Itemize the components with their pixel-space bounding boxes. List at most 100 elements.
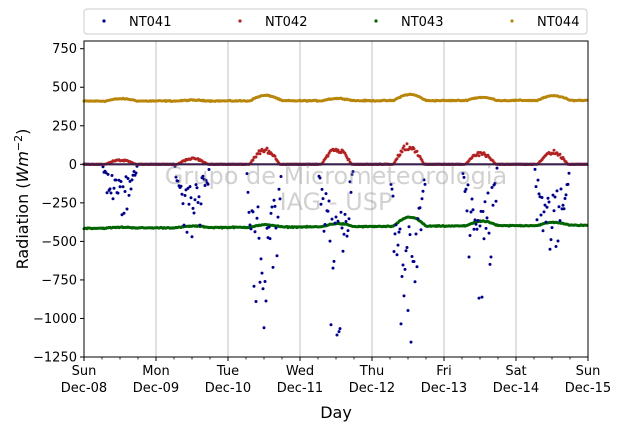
point-nt041 [402,294,406,298]
y-tick-label: −750 [41,273,77,288]
point-nt041 [176,179,180,183]
point-nt041 [548,247,552,251]
point-nt041 [110,174,114,177]
point-nt041 [465,209,469,213]
point-nt041 [421,189,425,193]
point-nt041 [563,197,567,200]
point-nt041 [262,326,266,330]
point-nt041 [331,266,335,270]
point-nt041 [198,223,202,227]
point-nt041 [106,172,110,176]
point-nt041 [545,205,549,209]
point-nt041 [277,187,281,191]
point-nt041 [249,227,253,231]
point-nt041 [395,253,399,257]
legend-frame [83,8,588,35]
point-nt041 [248,223,252,227]
point-nt041 [279,175,283,178]
x-tick-label-day: Thu [359,364,384,379]
point-nt041 [108,187,112,191]
watermark-line-2: IAG - USP [280,188,393,216]
point-nt041 [261,287,265,291]
point-nt041 [122,211,126,215]
point-nt041 [392,250,396,253]
y-tick-label: −1250 [33,351,77,366]
legend-item-nt042: NT042 [238,15,307,30]
point-nt041 [489,255,493,259]
point-nt041 [187,202,191,206]
point-nt041 [180,192,184,196]
point-nt041 [114,178,118,182]
y-tick-label: 750 [52,42,77,57]
point-nt041 [274,226,278,230]
point-nt041 [349,190,353,194]
point-nt041 [477,296,481,300]
point-nt041 [540,196,544,199]
legend-item-nt044: NT044 [510,15,579,30]
point-nt041 [390,187,394,191]
watermark-line-1: Grupo de Micrometeorologia [165,162,507,190]
point-nt041 [466,183,470,187]
point-nt041 [413,280,417,284]
legend-label-nt044: NT044 [537,15,579,30]
point-nt042 [254,155,258,159]
point-nt041 [552,209,556,213]
point-nt041 [346,229,350,233]
point-nt041 [268,237,272,241]
x-tick-label-day: Tue [216,364,239,379]
point-nt041 [258,280,262,284]
point-nt041 [473,218,477,222]
point-nt042 [558,152,562,156]
point-nt041 [553,195,557,199]
point-nt041 [125,207,129,211]
point-nt041 [555,189,559,193]
point-nt041 [488,262,492,266]
point-nt041 [196,201,200,204]
point-nt041 [407,225,411,229]
point-nt041 [397,230,401,234]
point-nt041 [494,199,498,203]
point-nt041 [272,198,276,202]
point-nt041 [267,225,271,229]
point-nt041 [483,200,487,204]
point-nt041 [318,176,322,180]
point-nt041 [484,226,488,230]
point-nt041 [134,171,138,175]
point-nt041 [324,192,328,196]
legend-label-nt042: NT042 [265,15,307,30]
point-nt041 [403,267,407,271]
point-nt041 [275,254,279,258]
x-tick-label-date: Dec-13 [421,381,467,396]
legend-item-nt041: NT041 [102,15,171,30]
x-tick-label-date: Dec-15 [565,381,611,396]
point-nt041 [467,255,471,259]
point-nt042 [267,149,271,153]
point-nt041 [486,191,490,195]
point-nt041 [121,185,125,189]
watermark: Grupo de Micrometeorologia IAG - USP [165,162,507,216]
point-nt041 [418,206,422,210]
point-nt041 [393,232,397,236]
legend-label-nt043: NT043 [401,15,443,30]
point-nt041 [562,207,566,211]
point-nt041 [328,239,332,243]
legend-item-nt043: NT043 [374,15,443,30]
x-tick-label-date: Dec-14 [493,381,539,396]
point-nt042 [265,146,269,150]
point-nt041 [535,218,539,222]
point-nt041 [414,232,418,236]
point-nt041 [247,210,251,214]
point-nt041 [554,245,558,248]
point-nt041 [257,236,261,240]
point-nt041 [471,208,475,212]
point-nt041 [278,197,282,201]
point-nt041 [345,234,349,238]
point-nt041 [341,249,345,253]
point-nt041 [321,197,325,201]
point-nt041 [416,217,420,221]
point-nt041 [201,174,205,178]
point-nt041 [192,211,196,215]
point-nt041 [337,330,341,334]
point-nt041 [322,229,326,233]
point-nt041 [343,212,347,216]
